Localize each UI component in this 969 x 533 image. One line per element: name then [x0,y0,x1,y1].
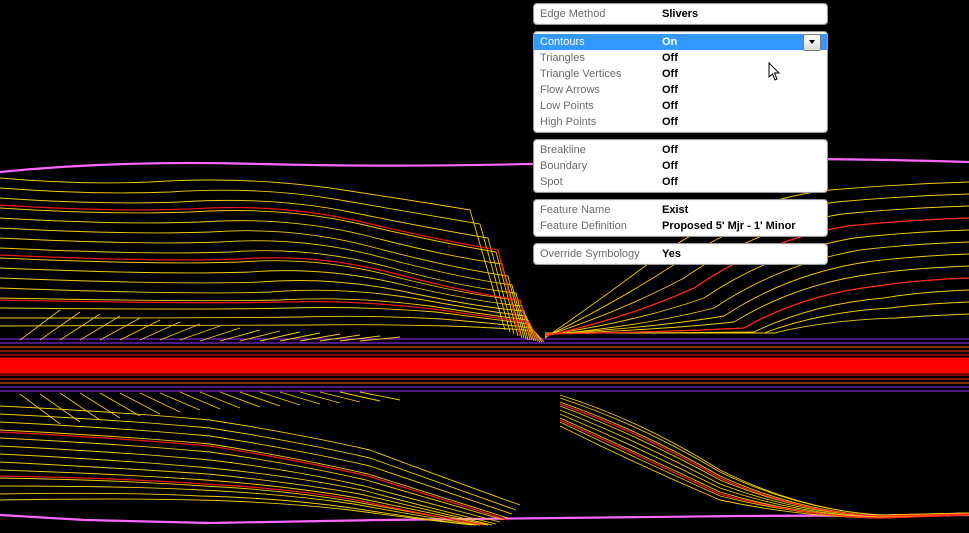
flow-arrows-label: Flow Arrows [540,84,662,96]
spot-label: Spot [540,176,662,188]
row-feature-name[interactable]: Feature Name Exist [534,202,827,218]
boundary-label: Boundary [540,160,662,172]
feature-name-value: Exist [662,204,821,216]
row-override-symbology[interactable]: Override Symbology Yes [534,246,827,262]
row-low-points[interactable]: Low Points Off [534,98,827,114]
row-boundary[interactable]: Boundary Off [534,158,827,174]
edge-method-row[interactable]: Edge Method Slivers [534,6,827,22]
row-flow-arrows[interactable]: Flow Arrows Off [534,82,827,98]
low-points-label: Low Points [540,100,662,112]
feature-definition-value: Proposed 5' Mjr - 1' Minor [662,220,821,232]
feature-panel: Feature Name Exist Feature Definition Pr… [533,199,828,237]
row-contours[interactable]: Contours On [534,34,827,50]
lines-panel: Breakline Off Boundary Off Spot Off [533,139,828,193]
triangle-vertices-value: Off [662,68,821,80]
edge-method-label: Edge Method [540,8,662,20]
row-feature-definition[interactable]: Feature Definition Proposed 5' Mjr - 1' … [534,218,827,234]
feature-name-label: Feature Name [540,204,662,216]
feature-definition-label: Feature Definition [540,220,662,232]
override-symbology-value: Yes [662,248,821,260]
contours-label: Contours [540,36,662,48]
triangles-label: Triangles [540,52,662,64]
contours-dropdown-icon[interactable] [803,34,821,51]
triangle-vertices-label: Triangle Vertices [540,68,662,80]
spot-value: Off [662,176,821,188]
boundary-value: Off [662,160,821,172]
high-points-value: Off [662,116,821,128]
row-spot[interactable]: Spot Off [534,174,827,190]
breakline-value: Off [662,144,821,156]
high-points-label: High Points [540,116,662,128]
row-high-points[interactable]: High Points Off [534,114,827,130]
breakline-label: Breakline [540,144,662,156]
row-breakline[interactable]: Breakline Off [534,142,827,158]
display-panel: Contours On Triangles Off Triangle Verti… [533,31,828,133]
override-symbology-label: Override Symbology [540,248,662,260]
override-panel: Override Symbology Yes [533,243,828,265]
contours-value: On [662,36,803,48]
properties-stack: Edge Method Slivers Contours On Triangle… [533,3,828,271]
triangles-value: Off [662,52,821,64]
low-points-value: Off [662,100,821,112]
flow-arrows-value: Off [662,84,821,96]
row-triangle-vertices[interactable]: Triangle Vertices Off [534,66,827,82]
edge-method-panel: Edge Method Slivers [533,3,828,25]
edge-method-value: Slivers [662,8,821,20]
row-triangles[interactable]: Triangles Off [534,50,827,66]
